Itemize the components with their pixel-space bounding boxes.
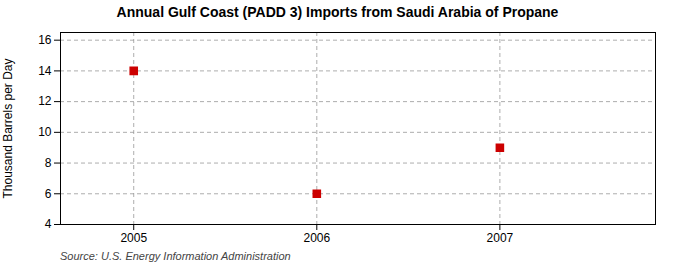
html-text:Source: U.S. Energy Informatio: Source: U.S. Energy Information Administ… xyxy=(60,250,291,262)
svg-text:2006: 2006 xyxy=(303,231,330,245)
svg-text:14: 14 xyxy=(38,64,52,78)
svg-text:6: 6 xyxy=(45,187,52,201)
svg-text:2007: 2007 xyxy=(487,231,514,245)
svg-text:12: 12 xyxy=(38,94,52,108)
svg-text:8: 8 xyxy=(45,156,52,170)
html-text:Annual Gulf Coast (PADD 3) Imp: Annual Gulf Coast (PADD 3) Imports from … xyxy=(116,4,559,20)
svg-text:Thousand Barrels per Day: Thousand Barrels per Day xyxy=(1,58,15,198)
svg-text:2005: 2005 xyxy=(120,231,147,245)
svg-text:10: 10 xyxy=(38,125,52,139)
svg-text:16: 16 xyxy=(38,33,52,47)
svg-text:4: 4 xyxy=(45,217,52,231)
